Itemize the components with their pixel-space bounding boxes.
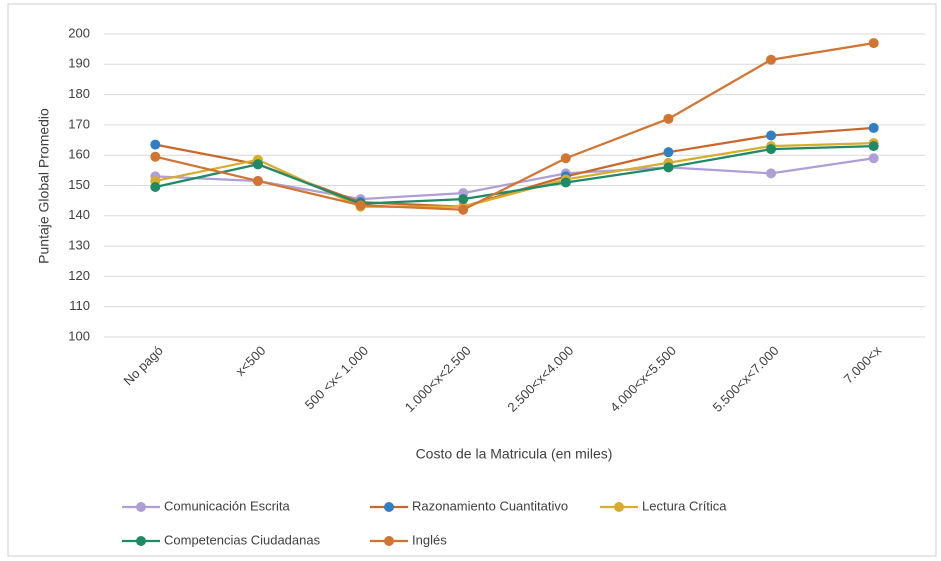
y-tick-label: 160 [68,147,90,162]
data-point [560,153,571,164]
data-point [663,147,674,158]
series-line [155,141,874,208]
y-tick-label: 150 [68,177,90,192]
y-tick-label: 180 [68,86,90,101]
y-axis-title: Puntaje Global Promedio [36,108,52,264]
legend-label: Inglés [412,532,447,547]
data-point [663,162,674,173]
y-tick-label: 100 [68,328,90,343]
data-point [663,113,674,124]
data-point [458,204,469,215]
data-point [150,182,161,193]
data-point [766,168,777,179]
data-point [150,151,161,162]
data-point [868,141,879,152]
data-point [560,177,571,188]
legend-marker [384,536,394,546]
data-point [458,194,469,205]
data-point [868,38,879,49]
data-point [868,122,879,133]
y-tick-label: 130 [68,238,90,253]
legend-marker [136,502,146,512]
y-tick-label: 120 [68,268,90,283]
data-point [766,144,777,155]
x-axis-title: Costo de la Matricula (en miles) [416,446,613,462]
y-tick-label: 170 [68,116,90,131]
series-line [155,41,874,211]
chart-frame [7,3,937,557]
legend-label: Razonamiento Cuantitativo [412,498,568,513]
data-point [868,153,879,164]
y-tick-label: 110 [69,298,90,313]
y-tick-label: 140 [68,207,90,222]
y-tick-label: 200 [68,25,90,40]
legend-marker [384,502,394,512]
series-line [155,144,874,205]
y-tick-label: 190 [68,56,90,71]
data-point [355,200,366,211]
legend-marker [614,502,624,512]
legend-label: Competencias Ciudadanas [164,532,321,547]
legend-label: Lectura Crítica [642,498,727,513]
legend-label: Comunicación Escrita [164,498,290,513]
data-point [252,175,263,186]
data-point [252,159,263,170]
data-point [766,130,777,141]
data-point [766,54,777,65]
legend-marker [136,536,146,546]
data-point [150,139,161,150]
